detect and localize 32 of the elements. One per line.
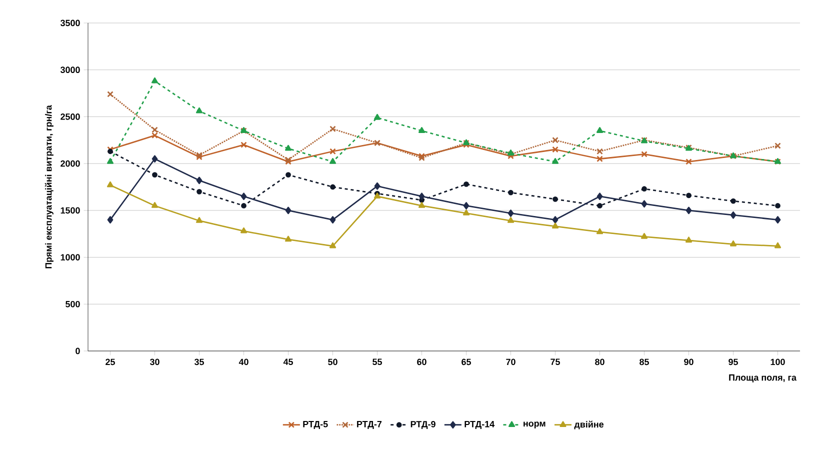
legend-label: двійне — [574, 420, 604, 430]
y-axis-title: Прямі експлуатаційні витрати, грн/га — [44, 105, 54, 268]
x-tick-label: 100 — [770, 358, 785, 366]
x-tick-label: 95 — [728, 358, 738, 366]
x-tick-label: 40 — [238, 358, 248, 366]
legend-label: РТД-14 — [464, 421, 495, 429]
x-tick-label: 85 — [640, 358, 649, 366]
y-tick-label: 1000 — [60, 254, 80, 260]
y-tick-label: 0 — [76, 348, 80, 354]
legend-label: РТД-9 — [410, 420, 436, 430]
x-tick-label: 35 — [194, 358, 204, 366]
legend-label: норм — [524, 422, 546, 428]
y-tick-label: 2000 — [60, 160, 80, 167]
x-tick-label: 30 — [150, 358, 160, 366]
x-tick-label: 75 — [550, 358, 560, 366]
x-tick-label: 65 — [462, 358, 471, 366]
x-tick-label: 55 — [372, 358, 382, 366]
x-tick-label: 25 — [106, 358, 115, 366]
legend-label: РТД-7 — [357, 421, 382, 429]
x-tick-label: 50 — [328, 358, 338, 366]
x-tick-label: 45 — [283, 358, 293, 366]
x-tick-label: 90 — [684, 358, 694, 366]
y-tick-label: 1500 — [60, 207, 80, 214]
y-tick-label: 3500 — [60, 20, 80, 26]
y-tick-label: 500 — [66, 300, 80, 308]
x-tick-label: 80 — [595, 358, 604, 366]
x-tick-label: 70 — [506, 358, 516, 366]
y-tick-label: 3000 — [60, 66, 80, 74]
x-axis-title: Площа поля, га — [729, 374, 797, 382]
y-tick-label: 2500 — [60, 114, 80, 120]
x-tick-label: 60 — [417, 358, 426, 366]
legend-label: РТД-5 — [303, 421, 328, 429]
